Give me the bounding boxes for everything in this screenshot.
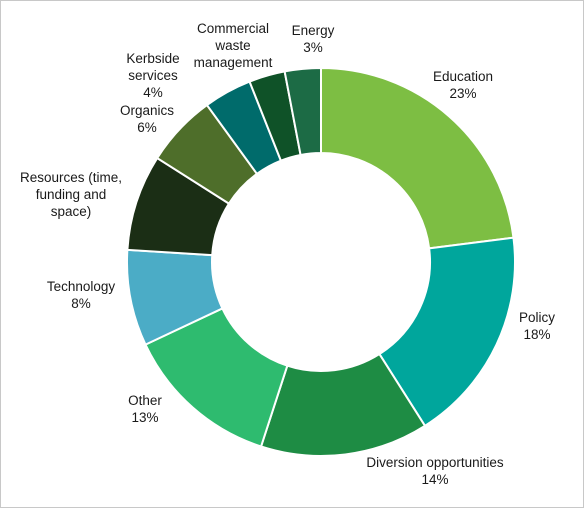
data-label-commercial-waste-management: Commercial waste management [194,21,273,70]
data-label-other: Other 13% [128,393,162,425]
data-label-resources-time-funding-and-space: Resources (time, funding and space) [20,170,122,219]
data-label-kerbside-services: Kerbside services 4% [126,51,179,100]
data-label-energy: Energy 3% [292,23,335,55]
slice-energy [283,66,322,157]
data-label-organics: Organics 6% [120,103,174,135]
data-label-policy: Policy 18% [519,310,555,342]
data-label-technology: Technology 8% [47,279,116,311]
slice-education [320,66,515,250]
data-label-diversion-opportunities: Diversion opportunities 14% [366,455,504,487]
data-label-education: Education 23% [433,69,493,101]
